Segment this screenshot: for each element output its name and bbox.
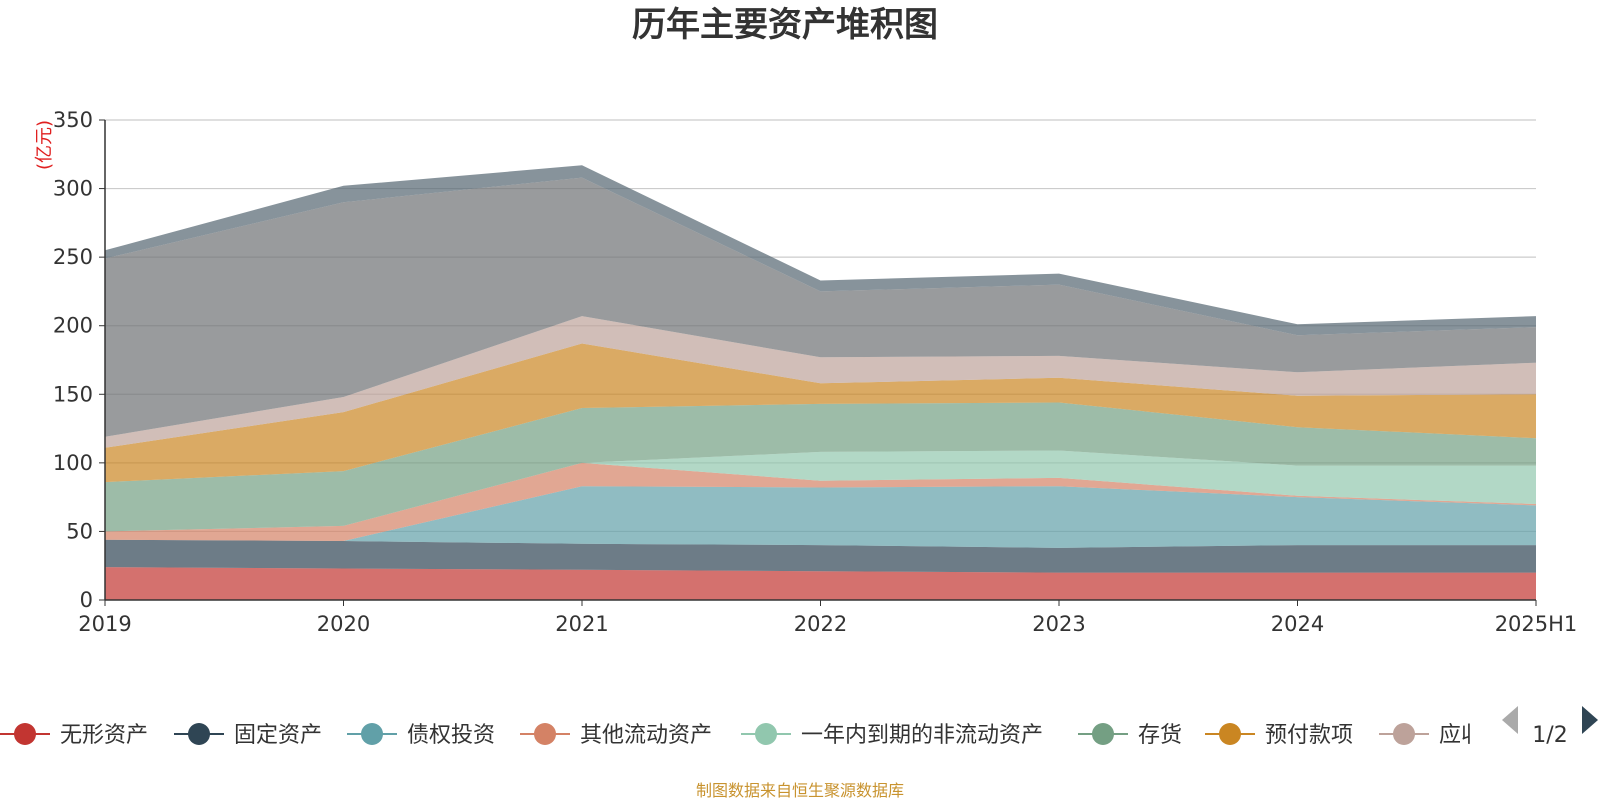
x-tick-label: 2024 <box>1271 612 1324 636</box>
unit-label: (亿元) <box>34 120 55 170</box>
x-tick-label: 2025H1 <box>1495 612 1578 636</box>
x-tick-label: 2019 <box>78 612 131 636</box>
legend-marker-icon <box>14 723 36 745</box>
legend-marker-icon <box>1092 723 1114 745</box>
legend-item[interactable]: 应收账款 <box>1379 723 1527 748</box>
legend-label: 预付款项 <box>1265 723 1353 748</box>
legend-marker-icon <box>1393 723 1415 745</box>
area-series-0 <box>105 567 1536 600</box>
legend-page-indicator: 1/2 <box>1532 723 1567 748</box>
area-series-2 <box>105 486 1536 548</box>
y-tick-label: 250 <box>53 245 93 269</box>
legend-label: 无形资产 <box>60 723 148 748</box>
legend-next-icon[interactable] <box>1582 706 1598 734</box>
legend-label: 存货 <box>1138 723 1182 748</box>
legend-item[interactable]: 无形资产 <box>0 723 148 748</box>
x-axis-ticks: 2019 2020 2021 2022 2023 2024 2025H1 <box>78 600 1577 636</box>
legend-marker-icon <box>188 723 210 745</box>
legend-label: 一年内到期的非流动资产 <box>801 723 1043 748</box>
y-tick-label: 150 <box>53 382 93 406</box>
legend-items: 无形资产 固定资产 债权投资 其他流动资产 一年内到期的非流动资产 存货 预付款项 应收账款 <box>0 723 1527 748</box>
legend-marker-icon <box>755 723 777 745</box>
legend-item[interactable]: 一年内到期的非流动资产 <box>741 723 1043 748</box>
area-series-4 <box>105 450 1536 532</box>
y-tick-label: 300 <box>53 177 93 201</box>
legend-marker-icon <box>361 723 383 745</box>
legend-marker-icon <box>1219 723 1241 745</box>
area-series-5 <box>105 402 1536 532</box>
legend-item[interactable]: 存货 <box>1078 723 1182 748</box>
legend-item[interactable]: 固定资产 <box>174 723 322 748</box>
area-series-8 <box>105 177 1536 437</box>
legend: 无形资产 固定资产 债权投资 其他流动资产 一年内到期的非流动资产 存货 预付款项 应收账款 <box>0 723 1527 748</box>
legend-pager: 1/2 <box>1502 706 1598 748</box>
area-series-7 <box>105 316 1536 448</box>
legend-label: 其他流动资产 <box>580 723 712 748</box>
chart-title: 历年主要资产堆积图 <box>632 5 938 45</box>
legend-marker-icon <box>534 723 556 745</box>
y-axis-ticks: 0 50 100 150 200 250 300 350 <box>53 108 105 612</box>
legend-item[interactable]: 预付款项 <box>1205 723 1353 748</box>
legend-label: 应收账款 <box>1439 723 1527 748</box>
area-series-3 <box>105 462 1536 541</box>
y-tick-label: 0 <box>80 588 93 612</box>
area-series <box>105 165 1536 600</box>
y-tick-label: 50 <box>66 519 93 543</box>
source-note: 制图数据来自恒生聚源数据库 <box>696 781 904 800</box>
x-tick-label: 2023 <box>1032 612 1085 636</box>
legend-prev-icon[interactable] <box>1502 706 1518 734</box>
y-tick-label: 350 <box>53 108 93 132</box>
legend-label: 债权投资 <box>407 723 495 748</box>
x-tick-label: 2020 <box>317 612 370 636</box>
area-series-6 <box>105 343 1536 483</box>
area-series-1 <box>105 539 1536 573</box>
x-tick-label: 2021 <box>555 612 608 636</box>
legend-item[interactable]: 债权投资 <box>347 723 495 748</box>
y-tick-label: 200 <box>53 314 93 338</box>
legend-label: 固定资产 <box>234 723 322 748</box>
x-tick-label: 2022 <box>794 612 847 636</box>
legend-item[interactable]: 其他流动资产 <box>520 723 712 748</box>
y-tick-label: 100 <box>53 451 93 475</box>
